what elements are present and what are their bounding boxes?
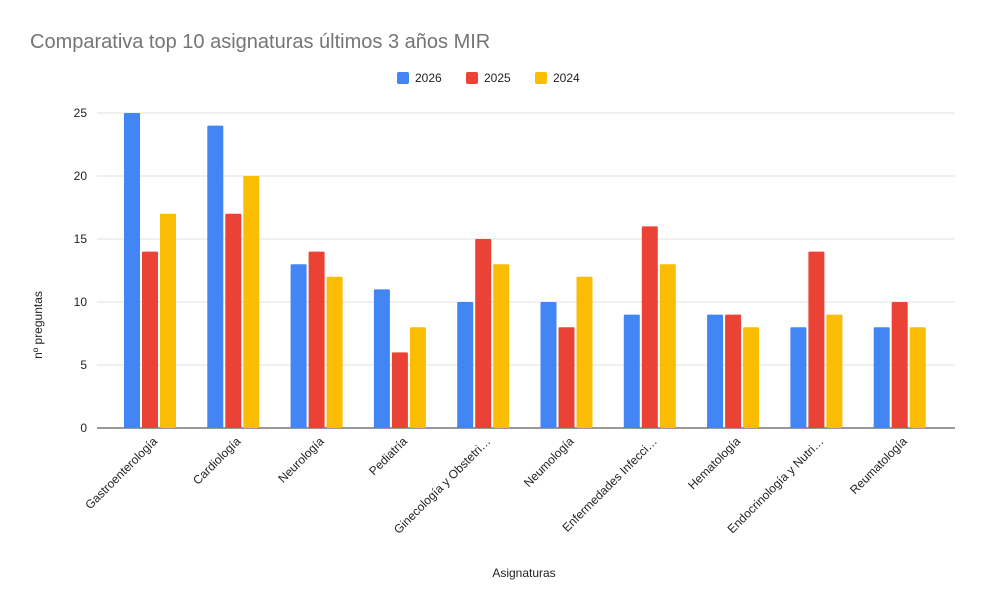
x-tick-label: Neumología (521, 434, 577, 490)
y-tick-label: 25 (74, 106, 88, 120)
y-tick-label: 20 (74, 169, 88, 183)
legend-label: 2024 (553, 71, 580, 85)
legend-swatch (466, 72, 478, 84)
bar-2025 (475, 239, 492, 428)
legend-label: 2026 (415, 71, 442, 85)
y-tick-label: 0 (80, 421, 87, 435)
x-tick-label: Cardiología (190, 434, 244, 488)
y-tick-label: 15 (74, 232, 88, 246)
x-tick-labels: Gastroenterología Cardiología Neurología Pe… (82, 434, 910, 537)
bar-2026 (873, 327, 890, 428)
bar-2024 (659, 264, 676, 428)
x-tick-label: Ginecología y Obstetri… (391, 434, 493, 536)
bar-2026 (207, 125, 224, 428)
bar-2025 (225, 213, 242, 428)
bar-2024 (326, 276, 343, 428)
bar-2024 (409, 327, 426, 428)
bar-2025 (891, 302, 908, 428)
bar-2024 (243, 176, 260, 428)
legend: 2026 2025 2024 (397, 71, 580, 85)
bar-2026 (290, 264, 307, 428)
bar-2026 (124, 113, 140, 428)
legend-swatch (535, 72, 547, 84)
chart-title: Comparativa top 10 asignaturas últimos 3… (30, 31, 490, 53)
x-tick-label: Neurología (275, 434, 327, 486)
bar-2025 (725, 314, 742, 428)
bar-2024 (576, 276, 593, 428)
legend-swatch (397, 72, 409, 84)
bar-2026 (373, 289, 390, 428)
bar-2025 (391, 352, 408, 428)
x-tick-label: Hematología (685, 434, 743, 492)
bar-2025 (308, 251, 325, 428)
bar-2026 (790, 327, 807, 428)
bar-2024 (743, 327, 760, 428)
bar-2024 (826, 314, 843, 428)
bar-2025 (142, 251, 158, 428)
bar-2024 (160, 213, 176, 428)
bar-2024 (493, 264, 510, 428)
bar-2026 (707, 314, 724, 428)
y-tick-label: 10 (74, 295, 88, 309)
bar-2025 (558, 327, 575, 428)
bar-2025 (641, 226, 658, 428)
x-tick-label: Gastroenterología (82, 434, 160, 512)
bar-2026 (540, 302, 557, 428)
y-axis-label: nº preguntas (31, 291, 45, 359)
x-tick-label: Enfermedades Infecci… (559, 434, 659, 534)
bar-2026 (457, 302, 474, 428)
bar-2025 (808, 251, 825, 428)
bar-2026 (623, 314, 640, 428)
bars (124, 113, 926, 428)
bar-2024 (909, 327, 926, 428)
x-tick-label: Endocrinología y Nutri… (725, 434, 827, 536)
x-tick-label: Reumatología (847, 434, 910, 497)
x-axis-label: Asignaturas (492, 566, 555, 580)
x-tick-label: Pediatría (366, 434, 410, 478)
legend-label: 2025 (484, 71, 511, 85)
y-tick-label: 5 (80, 358, 87, 372)
